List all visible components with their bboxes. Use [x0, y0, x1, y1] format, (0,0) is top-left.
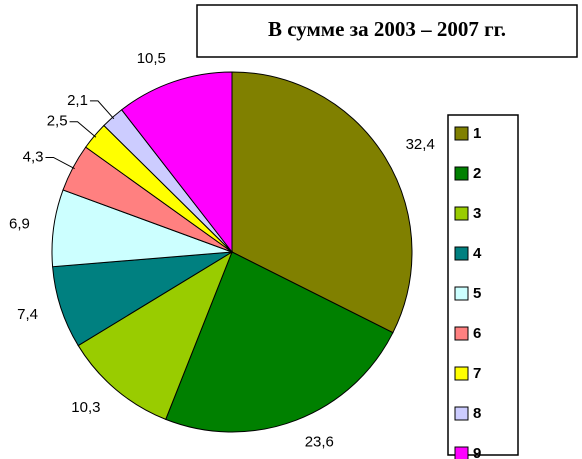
data-label: 2,1	[67, 92, 88, 109]
legend-label: 8	[473, 405, 481, 422]
legend-label: 2	[473, 165, 481, 182]
leader-line	[89, 100, 115, 120]
legend-label: 4	[473, 245, 482, 262]
pie-slice	[77, 250, 234, 421]
legend-swatch	[454, 406, 469, 421]
data-label: 32,4	[406, 136, 435, 153]
legend-label: 5	[473, 285, 481, 302]
data-label: 6,9	[9, 215, 30, 232]
pie-slice	[231, 71, 413, 334]
legend-swatch	[454, 246, 469, 261]
legend-label: 1	[473, 125, 481, 142]
pie-slice	[165, 251, 394, 433]
legend-swatch	[454, 206, 469, 221]
legend-label: 7	[473, 365, 481, 382]
legend-box	[447, 114, 519, 456]
legend-label: 3	[473, 205, 481, 222]
title-box	[196, 4, 578, 58]
legend-swatch	[454, 446, 469, 459]
data-label: 2,5	[47, 113, 68, 130]
leader-line	[69, 121, 97, 138]
data-label: 7,4	[17, 306, 38, 323]
legend-swatch	[454, 326, 469, 341]
legend-swatch	[454, 366, 469, 381]
data-label: 10,5	[137, 50, 166, 67]
legend-swatch	[454, 166, 469, 181]
legend-swatch	[454, 126, 469, 141]
legend-label: 6	[473, 325, 481, 342]
data-label: 4,3	[23, 148, 44, 165]
data-label: 10,3	[71, 399, 100, 416]
pie-slice	[120, 71, 233, 254]
legend-label: 9	[473, 445, 481, 459]
chart-title: В сумме за 2003 – 2007 гг.	[268, 17, 506, 41]
data-label: 23,6	[305, 434, 334, 451]
leader-line	[45, 156, 75, 170]
legend-swatch	[454, 286, 469, 301]
